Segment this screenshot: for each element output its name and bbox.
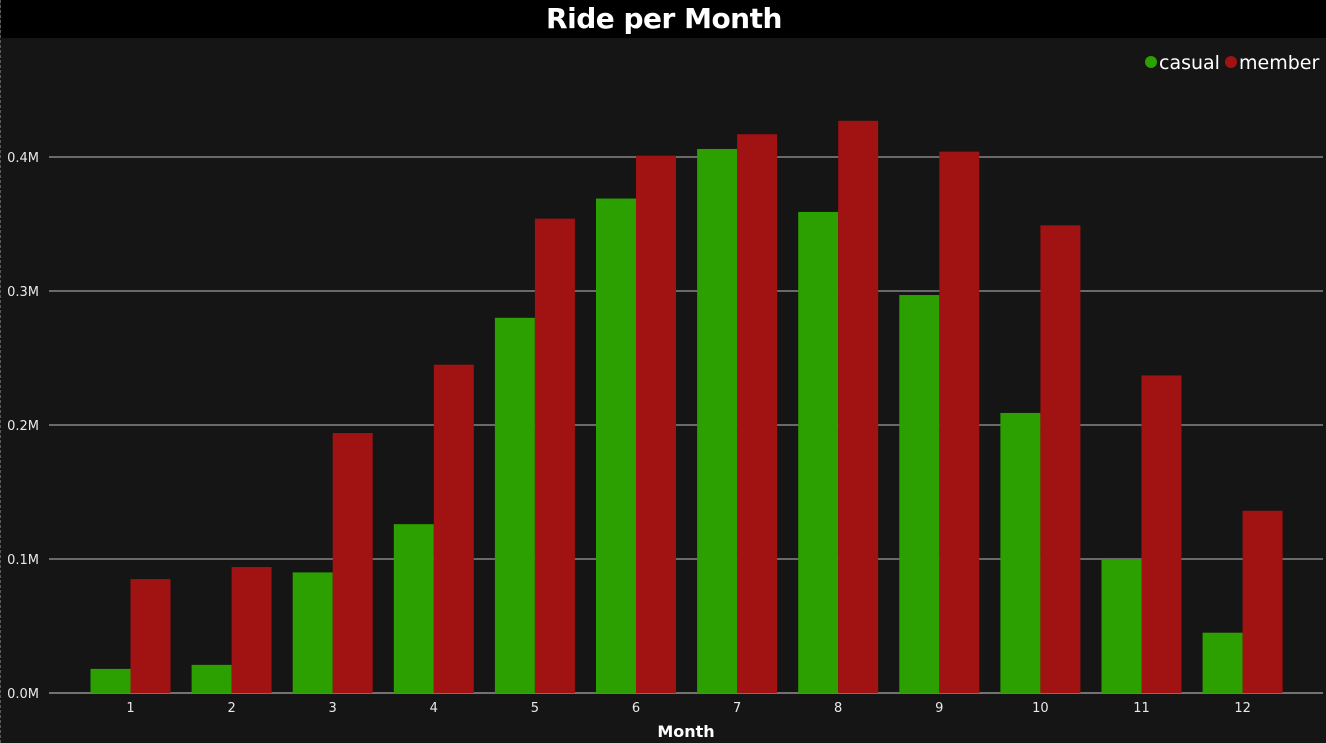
bar-casual-9	[899, 295, 940, 693]
bar-member-2	[231, 567, 272, 693]
legend-label-member: member	[1239, 52, 1319, 74]
legend: casual member	[1145, 52, 1319, 74]
bar-casual-3	[292, 572, 333, 693]
bar-member-1	[130, 579, 171, 693]
y-tick-label: 0.4M	[7, 151, 39, 166]
x-tick-label: 12	[1234, 701, 1251, 716]
y-tick-label: 0.0M	[7, 687, 39, 702]
bar-casual-1	[90, 668, 131, 693]
x-tick-label: 9	[935, 701, 943, 716]
bar-casual-10	[1000, 412, 1041, 693]
bar-member-6	[636, 155, 676, 693]
bar-casual-5	[494, 317, 535, 693]
bars	[90, 120, 1283, 694]
x-tick-label: 2	[227, 701, 235, 716]
x-tick-label: 3	[329, 701, 337, 716]
x-axis-title: Month	[657, 722, 714, 741]
bar-casual-7	[697, 148, 738, 693]
bar-casual-11	[1101, 559, 1142, 693]
legend-marker-casual	[1145, 56, 1157, 68]
x-axis-ticks: 1 2 3 4 5 6 7 8 9 10 11 12	[126, 701, 1251, 716]
bar-casual-4	[393, 524, 434, 693]
bar-member-11	[1141, 375, 1182, 693]
chart-title: Ride per Month	[546, 2, 782, 35]
x-tick-label: 8	[834, 701, 842, 716]
bar-casual-8	[798, 211, 839, 693]
x-tick-label: 1	[126, 701, 134, 716]
bar-member-8	[838, 120, 879, 693]
x-tick-label: 6	[632, 701, 640, 716]
title-bar: Ride per Month	[1, 0, 1326, 38]
legend-marker-member	[1225, 56, 1237, 68]
x-tick-label: 11	[1133, 701, 1150, 716]
bar-casual-6	[596, 198, 636, 694]
bar-member-5	[534, 218, 575, 693]
bar-member-12	[1242, 510, 1283, 693]
bar-member-7	[737, 134, 778, 694]
y-tick-label: 0.2M	[7, 419, 39, 434]
bar-casual-2	[191, 664, 232, 693]
bar-member-9	[939, 151, 980, 693]
x-tick-label: 10	[1032, 701, 1049, 716]
y-tick-label: 0.1M	[7, 553, 39, 568]
bar-member-3	[332, 433, 373, 693]
bar-casual-12	[1202, 632, 1243, 693]
x-tick-label: 4	[430, 701, 438, 716]
x-tick-label: 7	[733, 701, 741, 716]
y-tick-label: 0.3M	[7, 285, 39, 300]
bar-member-4	[433, 364, 474, 693]
bar-member-10	[1040, 225, 1081, 693]
x-tick-label: 5	[531, 701, 539, 716]
y-axis-ticks: 0.0M 0.1M 0.2M 0.3M 0.4M	[7, 151, 39, 702]
legend-label-casual: casual	[1159, 52, 1220, 74]
